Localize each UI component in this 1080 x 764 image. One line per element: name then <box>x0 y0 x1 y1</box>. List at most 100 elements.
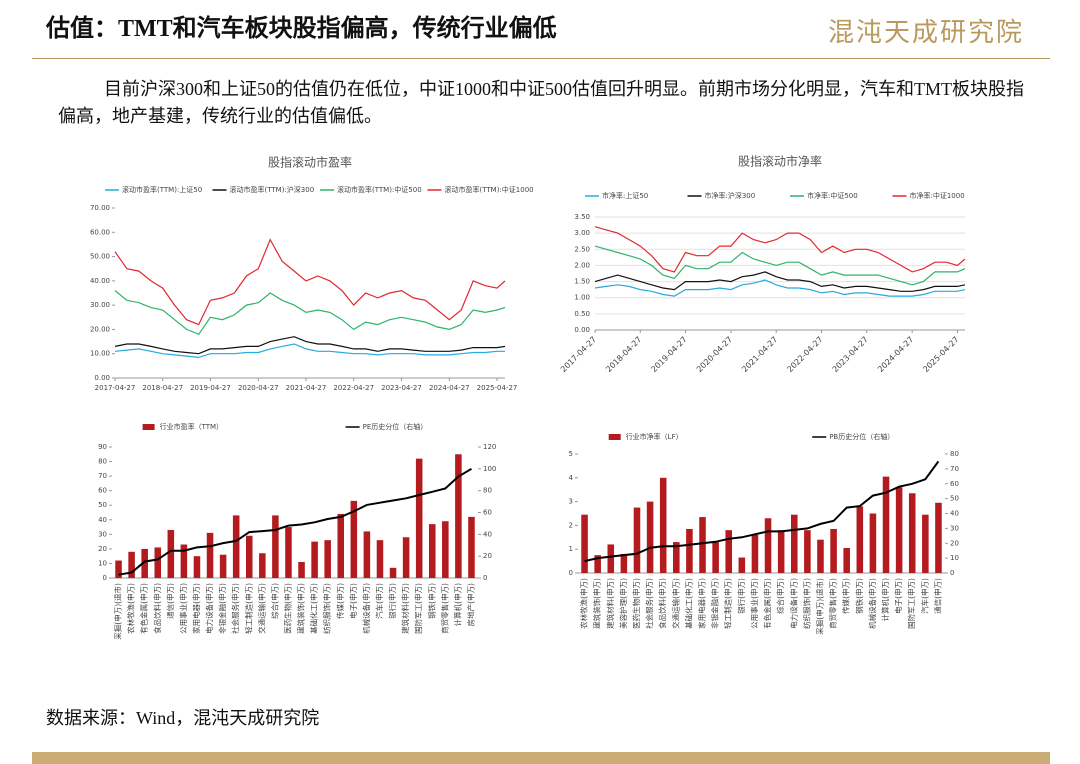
y-tick-label: 30 <box>98 530 107 538</box>
bar <box>324 540 331 578</box>
bar <box>673 542 680 573</box>
y-tick-label: 5 <box>569 450 573 458</box>
y-tick-label: 10 <box>950 554 959 562</box>
bar <box>311 541 318 578</box>
bar <box>908 493 916 573</box>
x-tick-label: 建筑装饰(申万) <box>592 578 602 629</box>
footer-bar <box>32 752 1050 764</box>
x-tick-label: 2019-04-27 <box>190 384 231 392</box>
bar <box>180 544 188 578</box>
legend-label: 滚动市盈率(TTM):中证500 <box>337 185 422 194</box>
x-tick-label: 房地产(申万) <box>465 583 475 626</box>
x-tick-label: 电子(申万) <box>893 578 903 614</box>
legend-label: 滚动市盈率(TTM):中证1000 <box>445 185 534 194</box>
bar <box>167 529 175 578</box>
bar <box>581 514 588 573</box>
bar <box>389 567 397 578</box>
y-tick-label: 80 <box>483 487 492 495</box>
bar <box>415 458 423 578</box>
x-tick-label: 有色金属(申万) <box>762 578 772 629</box>
bar <box>219 554 227 578</box>
x-tick-label: 机械设备(申万) <box>867 578 877 629</box>
x-tick-label: 美容护理(申万) <box>618 578 628 629</box>
series-line <box>584 460 940 563</box>
y-tick-label: 40.00 <box>90 277 110 285</box>
x-tick-label: 计算机(申万) <box>880 578 890 621</box>
chart-title: 股指滚动市净率 <box>738 154 822 169</box>
bar <box>646 501 654 573</box>
bar <box>128 551 135 578</box>
rule <box>32 58 1050 59</box>
x-tick-label: 综合(申万) <box>269 583 279 619</box>
y-tick-label: 0.50 <box>574 310 590 318</box>
x-tick-label: 2020-04-27 <box>695 335 734 374</box>
x-tick-label: 汽车(申万) <box>374 583 384 619</box>
x-tick-label: 钢铁(申万) <box>426 583 436 619</box>
legend-swatch <box>608 434 621 440</box>
y-tick-label: 1.00 <box>574 294 590 302</box>
y-tick-label: 10 <box>98 559 107 567</box>
bar <box>115 560 122 578</box>
legend-label: PB历史分位（右轴） <box>829 432 894 441</box>
series-line <box>114 343 505 359</box>
series-line <box>594 271 966 292</box>
bar <box>442 521 449 578</box>
bar <box>428 524 436 578</box>
bar <box>206 532 214 578</box>
legend-swatch <box>142 424 155 430</box>
y-tick-label: 40 <box>98 516 107 524</box>
y-tick-label: 70.00 <box>90 204 110 212</box>
y-tick-label: 1 <box>569 545 573 553</box>
x-tick-label: 商贸零售(申万) <box>439 583 449 634</box>
bar <box>298 561 305 578</box>
series-line <box>118 467 473 576</box>
legend-label: 市净率:中证1000 <box>910 191 965 200</box>
bar <box>869 513 877 573</box>
x-tick-label: 家用电器(申万) <box>191 583 201 634</box>
x-tick-label: 建筑装饰(申万) <box>296 583 306 634</box>
x-tick-label: 轻工制造(申万) <box>723 578 733 629</box>
x-tick-label: 2023-04-27 <box>831 335 870 374</box>
x-tick-label: 综合(申万) <box>775 578 785 614</box>
y-tick-label: 10.00 <box>90 350 110 358</box>
x-tick-label: 交通运输(申万) <box>256 583 266 634</box>
bar <box>764 518 772 573</box>
x-tick-label: 国防军工(申万) <box>413 583 423 634</box>
bar <box>686 528 693 573</box>
y-tick-label: 120 <box>483 443 496 451</box>
x-tick-label: 纺织服饰(申万) <box>322 583 332 634</box>
y-tick-label: 20 <box>950 539 959 547</box>
x-tick-label: 电力设备(申万) <box>788 578 798 629</box>
y-tick-label: 20 <box>483 552 492 560</box>
y-tick-label: 0 <box>950 569 954 577</box>
x-tick-label: 汽车(申万) <box>919 578 929 614</box>
x-tick-label: 2022-04-27 <box>333 384 374 392</box>
y-tick-label: 30.00 <box>90 301 110 309</box>
bar <box>738 557 746 573</box>
y-tick-label: 40 <box>950 510 959 518</box>
y-tick-label: 0.00 <box>574 326 590 334</box>
bar <box>817 539 824 573</box>
series-line <box>594 279 966 297</box>
y-tick-label: 30 <box>950 524 959 532</box>
series-line <box>594 226 966 273</box>
y-tick-label: 2.00 <box>574 261 590 269</box>
bar <box>272 515 279 578</box>
bar <box>350 500 358 578</box>
x-tick-label: 2025-04-27 <box>921 335 960 374</box>
series-line <box>594 245 966 286</box>
y-tick-label: 4 <box>569 474 574 482</box>
x-tick-label: 2019-04-27 <box>649 335 688 374</box>
title: 估值：TMT和汽车板块股指偏高，传统行业偏低 <box>46 16 557 42</box>
x-tick-label: 传媒(申万) <box>335 583 345 619</box>
x-tick-label: 非银金融(申万) <box>710 578 720 629</box>
bar <box>141 548 148 578</box>
bar <box>712 542 719 573</box>
x-tick-label: 2017-04-27 <box>95 384 136 392</box>
x-tick-label: 公用事业(申万) <box>749 578 759 629</box>
bar <box>154 547 162 578</box>
bar <box>935 502 942 573</box>
y-tick-label: 60 <box>483 509 492 517</box>
x-tick-label: 2017-04-27 <box>559 335 598 374</box>
